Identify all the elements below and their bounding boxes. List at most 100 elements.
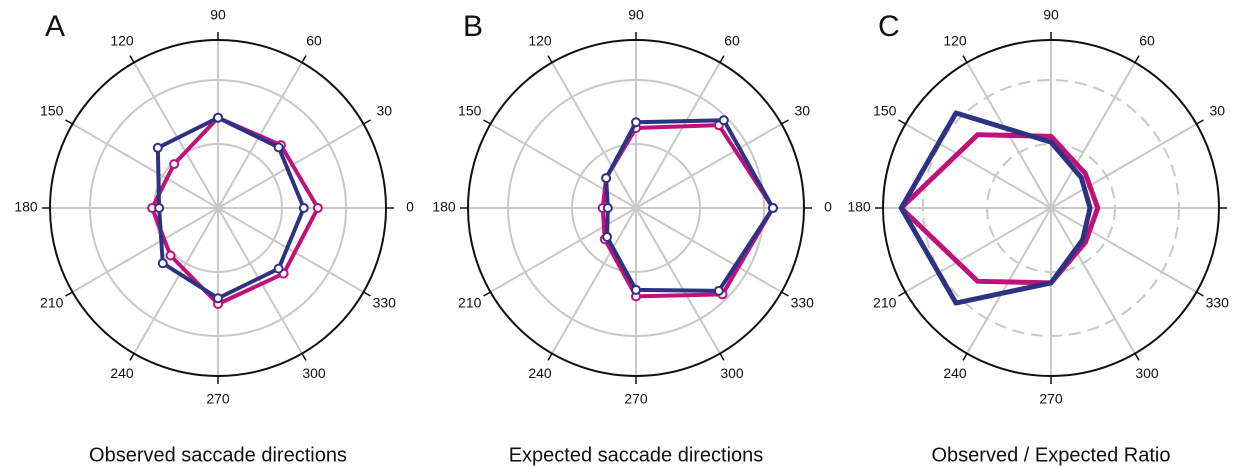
angle-tick [962, 353, 968, 361]
spoke [905, 123, 1052, 209]
angle-tick-label: 120 [943, 32, 967, 48]
angle-tick-label: 180 [847, 199, 871, 215]
grid-circle [986, 143, 1116, 273]
chart-title: Observed saccade directions [89, 444, 347, 466]
series-marker [601, 173, 612, 184]
angle-tick [547, 55, 553, 63]
series-marker [718, 115, 729, 126]
spoke [635, 123, 782, 209]
angle-tick-label: 270 [1039, 391, 1063, 407]
series-marker [152, 142, 163, 153]
angle-tick [129, 353, 135, 361]
angle-tick-label: 0 [406, 199, 414, 215]
angle-tick-label: 30 [1209, 103, 1225, 119]
series-marker [273, 263, 284, 274]
spoke [72, 123, 219, 209]
angle-tick-label: 330 [791, 295, 815, 311]
chart-title: Observed / Expected Ratio [931, 444, 1170, 466]
angle-tick-label: 270 [624, 391, 648, 407]
angle-tick-label: 120 [528, 32, 552, 48]
angle-tick-label: 210 [40, 295, 64, 311]
spoke [551, 62, 637, 209]
chart-title: Expected saccade directions [509, 444, 764, 466]
series-marker [213, 112, 223, 123]
spoke [133, 62, 219, 209]
angle-tick [363, 119, 371, 125]
grid-circle [571, 143, 701, 273]
angle-tick [65, 119, 73, 125]
series-line [898, 110, 1093, 306]
angle-tick [1196, 291, 1204, 297]
spoke [217, 207, 303, 354]
series-marker [602, 231, 613, 242]
angle-tick-label: 330 [1206, 295, 1230, 311]
angle-tick-label: 90 [210, 7, 226, 23]
angle-tick [898, 119, 906, 125]
angle-tick-label: 150 [40, 103, 64, 119]
angle-tick-label: 90 [628, 7, 644, 23]
panel-letter: A [45, 10, 65, 43]
spoke [490, 123, 637, 209]
panel-letter: C [878, 10, 900, 43]
angle-tick [781, 291, 789, 297]
angle-tick-label: 30 [794, 103, 810, 119]
spoke [551, 207, 637, 354]
angle-tick-label: 60 [724, 32, 740, 48]
spoke [635, 207, 721, 354]
spoke [72, 207, 219, 293]
angle-tick-label: 210 [873, 295, 897, 311]
angle-tick [719, 55, 725, 63]
spoke [217, 123, 364, 209]
spoke [1050, 62, 1136, 209]
angle-tick-label: 0 [824, 199, 832, 215]
angle-tick-label: 180 [14, 199, 38, 215]
angle-tick [781, 119, 789, 125]
angle-tick-label: 240 [943, 365, 967, 381]
angle-tick [1134, 353, 1140, 361]
outer-circle [467, 39, 805, 377]
series-marker [631, 284, 641, 295]
angle-tick-label: 150 [873, 103, 897, 119]
angle-tick [129, 55, 135, 63]
angle-tick-label: 150 [458, 103, 482, 119]
angle-tick [547, 353, 553, 361]
angle-tick-label: 60 [1139, 32, 1155, 48]
panel-letter: B [463, 10, 483, 43]
series-marker [165, 250, 176, 261]
angle-tick [301, 353, 307, 361]
spoke [1050, 207, 1136, 354]
angle-tick-label: 240 [528, 365, 552, 381]
outer-circle [882, 39, 1220, 377]
angle-tick [1196, 119, 1204, 125]
series-marker [213, 293, 223, 304]
angle-tick [301, 55, 307, 63]
series-marker [631, 117, 641, 128]
spoke [490, 207, 637, 293]
grid-circle [507, 79, 765, 337]
series-marker [273, 142, 284, 153]
angle-tick-label: 300 [302, 365, 326, 381]
angle-tick-label: 300 [720, 365, 744, 381]
angle-tick [65, 291, 73, 297]
angle-tick [962, 55, 968, 63]
angle-tick-label: 270 [206, 391, 230, 407]
outer-circle [49, 39, 387, 377]
spoke [133, 207, 219, 354]
spoke [905, 207, 1052, 293]
angle-tick-label: 30 [376, 103, 392, 119]
angle-tick-label: 90 [1043, 7, 1059, 23]
series-marker [298, 203, 309, 213]
angle-tick [363, 291, 371, 297]
angle-tick [1134, 55, 1140, 63]
series-marker [602, 203, 613, 213]
angle-tick-label: 330 [373, 295, 397, 311]
series-marker [157, 258, 168, 269]
series-marker [713, 285, 724, 296]
angle-tick [483, 291, 491, 297]
angle-tick-label: 210 [458, 295, 482, 311]
spoke [1050, 123, 1197, 209]
series-marker [312, 203, 323, 213]
angle-tick-label: 300 [1135, 365, 1159, 381]
angle-tick-label: 120 [110, 32, 134, 48]
